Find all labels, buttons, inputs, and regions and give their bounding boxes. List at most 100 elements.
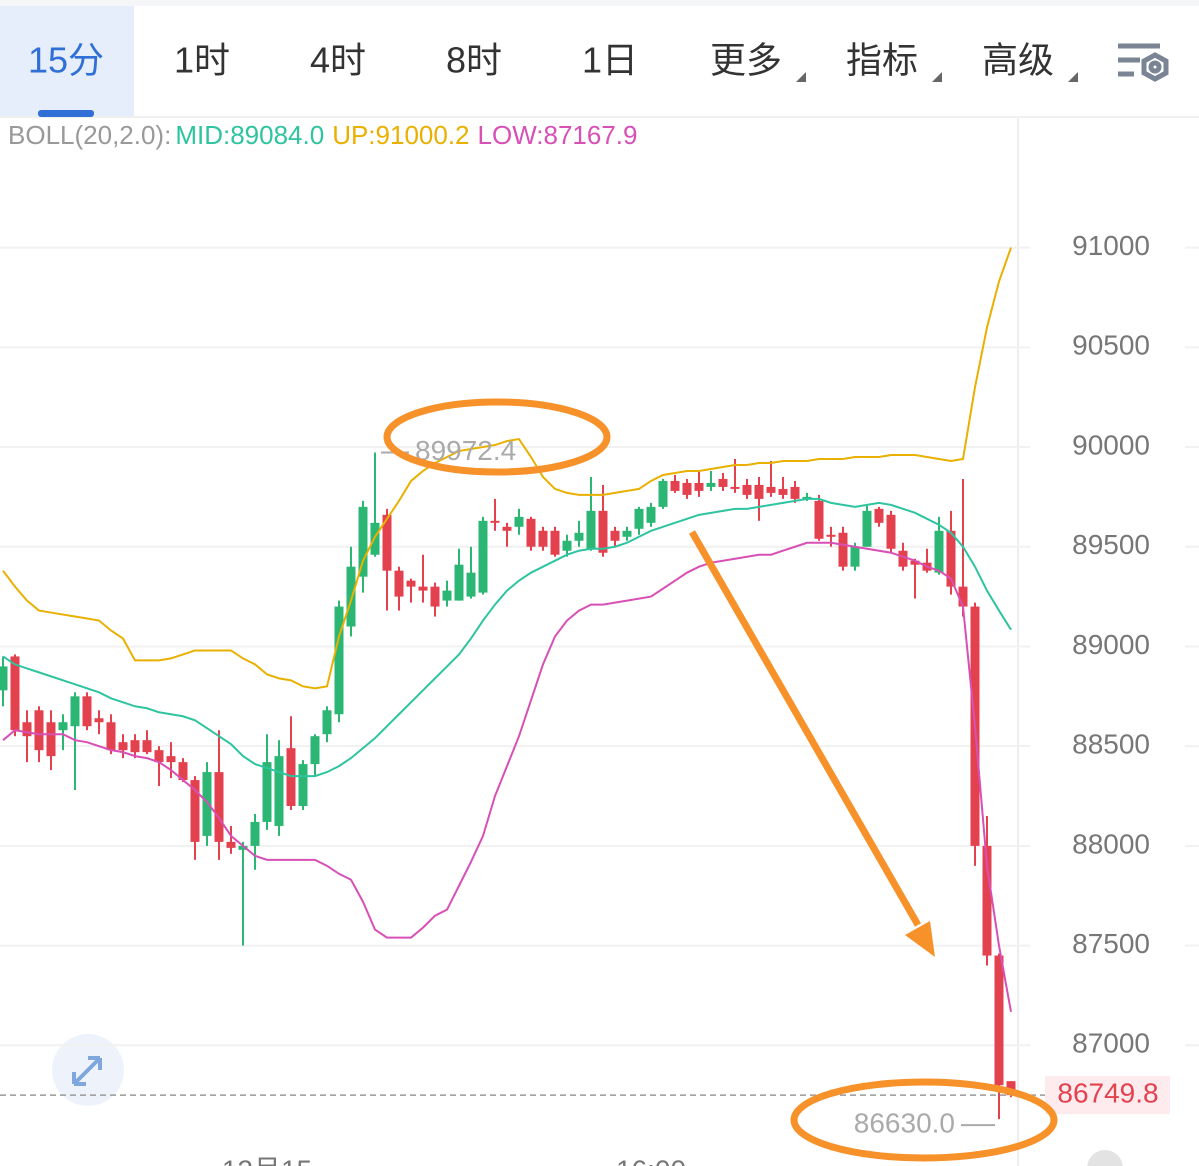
- candle-body: [622, 530, 632, 537]
- candle-body: [778, 488, 788, 495]
- tab-menu-arrow: [1068, 72, 1078, 82]
- max-label: 89972.4: [415, 435, 516, 466]
- candle-body: [0, 666, 8, 691]
- candle-body: [130, 740, 140, 753]
- candle-body: [982, 845, 992, 956]
- candle-body: [106, 722, 116, 751]
- candle-body: [430, 586, 440, 607]
- x-tick-label: 12月15: [222, 1154, 312, 1166]
- settings-icon[interactable]: [1118, 43, 1169, 82]
- candle-body: [358, 506, 368, 577]
- candle-body: [502, 526, 512, 531]
- boll-line: [2, 541, 1012, 1012]
- candle-body: [190, 780, 200, 842]
- candle-body: [394, 570, 404, 597]
- candle-body: [178, 762, 188, 781]
- candle-body: [94, 718, 104, 723]
- tab[interactable]: 8时: [446, 40, 502, 81]
- candle-body: [82, 696, 92, 727]
- candle-body: [850, 546, 860, 567]
- candle-body: [598, 510, 608, 553]
- candle-body: [910, 560, 920, 565]
- candle-body: [310, 736, 320, 765]
- candle-body: [514, 516, 524, 527]
- candle-body: [994, 955, 1004, 1086]
- tab-menu-arrow: [796, 72, 806, 82]
- annotations: [383, 398, 1058, 1162]
- candle-body: [550, 530, 560, 555]
- y-tick-label: 88500: [1072, 729, 1150, 760]
- y-tick-label: 87000: [1072, 1028, 1150, 1059]
- boll-line: [2, 247, 1012, 690]
- candle-body: [586, 510, 596, 549]
- candle-body: [946, 530, 956, 587]
- candle-body: [838, 532, 848, 567]
- y-tick-label: 90000: [1072, 429, 1150, 460]
- candle-body: [742, 484, 752, 495]
- candle-body: [250, 821, 260, 846]
- candle-body: [862, 510, 872, 547]
- y-tick-label: 89000: [1072, 629, 1150, 660]
- candle-body: [142, 740, 152, 753]
- candle-body: [202, 772, 212, 836]
- candle-body: [562, 540, 572, 551]
- candle-body: [934, 530, 944, 573]
- y-tick-label: 91000: [1072, 230, 1150, 261]
- tab[interactable]: 1日: [582, 40, 638, 81]
- candle-body: [730, 486, 740, 489]
- candle-body: [670, 480, 680, 491]
- candle-body: [706, 482, 716, 487]
- candle-body: [214, 772, 224, 842]
- candle-body: [454, 564, 464, 601]
- candle-body: [634, 508, 644, 529]
- tab[interactable]: 15分: [28, 40, 104, 81]
- candle-body: [166, 756, 176, 763]
- candle-body: [46, 722, 56, 757]
- candle-body: [874, 508, 884, 523]
- active-tab-indicator: [38, 110, 94, 117]
- candle-body: [22, 722, 32, 737]
- candle-body: [118, 742, 128, 751]
- candle-body: [886, 514, 896, 549]
- tab-menu-arrow: [932, 72, 942, 82]
- tab[interactable]: 4时: [310, 40, 366, 81]
- boll-line: [2, 497, 1012, 778]
- candle-body: [346, 566, 356, 627]
- indicator-legend: BOLL(20,2.0): MID:89084.0 UP:91000.2 LOW:87…: [8, 120, 637, 150]
- candle-body: [490, 520, 500, 523]
- candle-body: [574, 532, 584, 541]
- candle-body: [466, 572, 476, 597]
- y-tick-label: 90500: [1072, 330, 1150, 361]
- candle-body: [154, 750, 164, 763]
- tab[interactable]: 指标: [846, 40, 918, 81]
- tab[interactable]: 1时: [174, 40, 230, 81]
- candle-body: [754, 484, 764, 499]
- candle-body: [262, 762, 272, 822]
- y-tick-label: 87500: [1072, 928, 1150, 959]
- candle-body: [898, 550, 908, 567]
- candle-body: [958, 586, 968, 607]
- candle-body: [226, 841, 236, 848]
- scroll-button[interactable]: [1087, 1150, 1123, 1166]
- candle-body: [538, 530, 548, 547]
- candle-body: [298, 764, 308, 806]
- last-price-box: [1045, 1076, 1170, 1115]
- x-tick-label: 16:00: [616, 1154, 686, 1166]
- candle-body: [382, 514, 392, 571]
- min-label: 86630.0: [854, 1107, 955, 1138]
- candle-body: [70, 696, 80, 727]
- indicator-name: BOLL(20,2.0):: [8, 120, 171, 150]
- candle-body: [610, 530, 620, 541]
- candle-body: [34, 710, 44, 751]
- expand-button[interactable]: [52, 1034, 124, 1106]
- legend-entry: LOW:87167.9: [478, 120, 638, 150]
- y-tick-label: 89500: [1072, 529, 1150, 560]
- candle-body: [718, 478, 728, 487]
- candle-body: [814, 500, 824, 539]
- tab[interactable]: 更多: [710, 40, 782, 81]
- tab[interactable]: 高级: [982, 40, 1054, 81]
- candle-body: [478, 520, 488, 593]
- candle-body: [238, 845, 248, 850]
